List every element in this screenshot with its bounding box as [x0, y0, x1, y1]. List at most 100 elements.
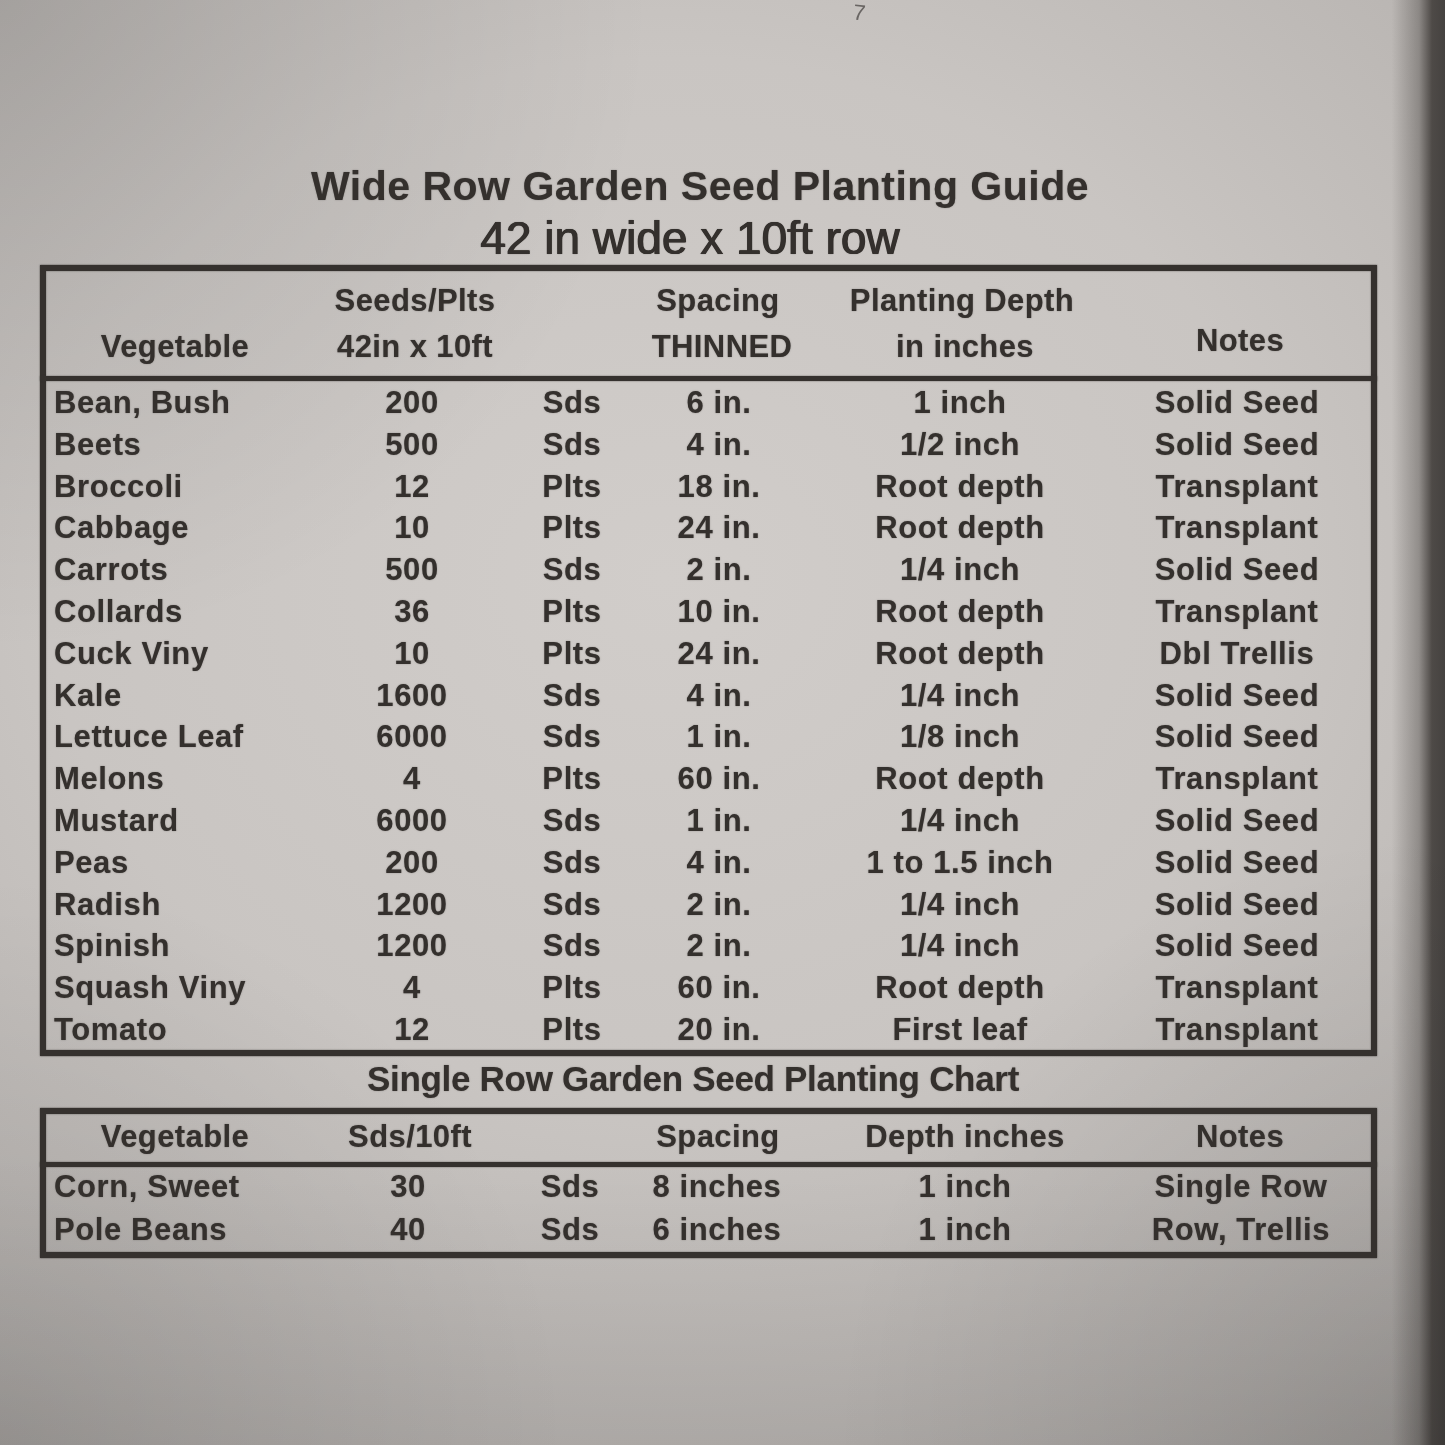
table-row: Peas200Sds4 in.1 to 1.5 inchSolid Seed: [46, 842, 1371, 884]
cell-unit: Sds: [512, 549, 632, 591]
cell-spacing: 1 in.: [639, 800, 799, 842]
cell-depth: 1/4 inch: [850, 800, 1070, 842]
cell-unit: Sds: [512, 716, 632, 758]
cell-quantity: 500: [322, 424, 502, 466]
single-row-title: Single Row Garden Seed Planting Chart: [0, 1059, 1398, 1099]
cell-unit: Plts: [512, 1009, 632, 1051]
cell-quantity: 200: [322, 842, 502, 884]
cell-unit: Sds: [512, 884, 632, 926]
cell-quantity: 36: [322, 591, 502, 633]
cell-spacing: 2 in.: [639, 549, 799, 591]
cell-notes: Transplant: [1127, 758, 1347, 800]
table-row: Beets500Sds4 in.1/2 inchSolid Seed: [46, 424, 1371, 466]
cell-depth: Root depth: [850, 591, 1070, 633]
cell-depth: 1/4 inch: [850, 549, 1070, 591]
cell-spacing: 1 in.: [639, 716, 799, 758]
header-spacing-line2: THINNED: [622, 330, 822, 364]
header2-vegetable: Vegetable: [75, 1120, 275, 1154]
cell-notes: Transplant: [1127, 591, 1347, 633]
cell-unit: Plts: [512, 591, 632, 633]
table-row: Mustard6000Sds1 in.1/4 inchSolid Seed: [46, 800, 1371, 842]
cell-quantity: 1200: [322, 925, 502, 967]
table-row: Lettuce Leaf6000Sds1 in.1/8 inchSolid Se…: [46, 716, 1371, 758]
cell-quantity: 10: [322, 507, 502, 549]
wide-row-table: Seeds/Plts Spacing Planting Depth Vegeta…: [40, 265, 1377, 1056]
cell-unit: Plts: [512, 633, 632, 675]
photo-of-planting-guide: 7 Wide Row Garden Seed Planting Guide 42…: [0, 0, 1445, 1445]
cell-spacing: 10 in.: [639, 591, 799, 633]
header-spacing-line1: Spacing: [618, 284, 818, 318]
cell-depth: 1 to 1.5 inch: [850, 842, 1070, 884]
header-depth-line1: Planting Depth: [812, 284, 1112, 318]
cell-unit: Sds: [512, 842, 632, 884]
page-subtitle: 42 in wide x 10ft row: [0, 211, 1395, 265]
table-row: Squash Viny4Plts60 in.Root depthTranspla…: [46, 967, 1371, 1009]
cell-notes: Transplant: [1127, 1009, 1347, 1051]
table-row: Carrots500Sds2 in.1/4 inchSolid Seed: [46, 549, 1371, 591]
cell-unit: Plts: [512, 758, 632, 800]
cell-quantity: 30: [318, 1166, 498, 1208]
cell-unit: Sds: [512, 382, 632, 424]
cell-quantity: 4: [322, 758, 502, 800]
cell-spacing: 4 in.: [639, 842, 799, 884]
cell-depth: Root depth: [850, 466, 1070, 508]
cell-notes: Solid Seed: [1127, 884, 1347, 926]
cell-notes: Dbl Trellis: [1127, 633, 1347, 675]
cell-notes: Single Row: [1131, 1166, 1351, 1208]
page-title: Wide Row Garden Seed Planting Guide: [0, 163, 1405, 210]
cell-unit: Sds: [510, 1209, 630, 1251]
cell-spacing: 4 in.: [639, 675, 799, 717]
handwritten-mark: 7: [851, 0, 866, 27]
cell-spacing: 20 in.: [639, 1009, 799, 1051]
cell-notes: Solid Seed: [1127, 549, 1347, 591]
header2-seeds: Sds/10ft: [310, 1120, 510, 1154]
table-row: Radish1200Sds2 in.1/4 inchSolid Seed: [46, 884, 1371, 926]
cell-notes: Row, Trellis: [1131, 1209, 1351, 1251]
table-row: Broccoli12Plts18 in.Root depthTransplant: [46, 466, 1371, 508]
cell-quantity: 10: [322, 633, 502, 675]
cell-spacing: 2 in.: [639, 884, 799, 926]
document-content: 7 Wide Row Garden Seed Planting Guide 42…: [0, 0, 1445, 1445]
cell-spacing: 2 in.: [639, 925, 799, 967]
cell-notes: Solid Seed: [1127, 842, 1347, 884]
cell-depth: 1/4 inch: [850, 675, 1070, 717]
cell-notes: Transplant: [1127, 466, 1347, 508]
cell-notes: Transplant: [1127, 967, 1347, 1009]
cell-quantity: 1200: [322, 884, 502, 926]
cell-quantity: 4: [322, 967, 502, 1009]
table-row: Tomato12Plts20 in.First leafTransplant: [46, 1009, 1371, 1051]
header-notes: Notes: [1140, 324, 1340, 358]
header-separator: [40, 376, 1377, 381]
cell-depth: 1 inch: [855, 1209, 1075, 1251]
cell-quantity: 12: [322, 466, 502, 508]
cell-spacing: 18 in.: [639, 466, 799, 508]
cell-depth: 1/4 inch: [850, 884, 1070, 926]
header-vegetable: Vegetable: [75, 330, 275, 364]
cell-notes: Transplant: [1127, 507, 1347, 549]
table-row: Pole Beans40Sds6 inches1 inchRow, Trelli…: [46, 1209, 1371, 1251]
table-row: Corn, Sweet30Sds8 inches1 inchSingle Row: [46, 1166, 1371, 1208]
cell-unit: Sds: [512, 800, 632, 842]
table-row: Melons4Plts60 in.Root depthTransplant: [46, 758, 1371, 800]
cell-depth: Root depth: [850, 633, 1070, 675]
table-row: Bean, Bush200Sds6 in.1 inchSolid Seed: [46, 382, 1371, 424]
cell-unit: Plts: [512, 507, 632, 549]
cell-quantity: 6000: [322, 716, 502, 758]
cell-spacing: 6 in.: [639, 382, 799, 424]
cell-unit: Plts: [512, 466, 632, 508]
cell-quantity: 200: [322, 382, 502, 424]
cell-spacing: 8 inches: [637, 1166, 797, 1208]
cell-unit: Sds: [512, 424, 632, 466]
cell-unit: Sds: [512, 925, 632, 967]
cell-unit: Plts: [512, 967, 632, 1009]
cell-spacing: 6 inches: [637, 1209, 797, 1251]
cell-spacing: 60 in.: [639, 967, 799, 1009]
table-row: Spinish1200Sds2 in.1/4 inchSolid Seed: [46, 925, 1371, 967]
cell-quantity: 500: [322, 549, 502, 591]
cell-quantity: 12: [322, 1009, 502, 1051]
header-depth-line2: in inches: [815, 330, 1115, 364]
cell-spacing: 24 in.: [639, 633, 799, 675]
cell-depth: Root depth: [850, 507, 1070, 549]
table-row: Cabbage10Plts24 in.Root depthTransplant: [46, 507, 1371, 549]
single-row-table: Vegetable Sds/10ft Spacing Depth inches …: [40, 1108, 1377, 1258]
